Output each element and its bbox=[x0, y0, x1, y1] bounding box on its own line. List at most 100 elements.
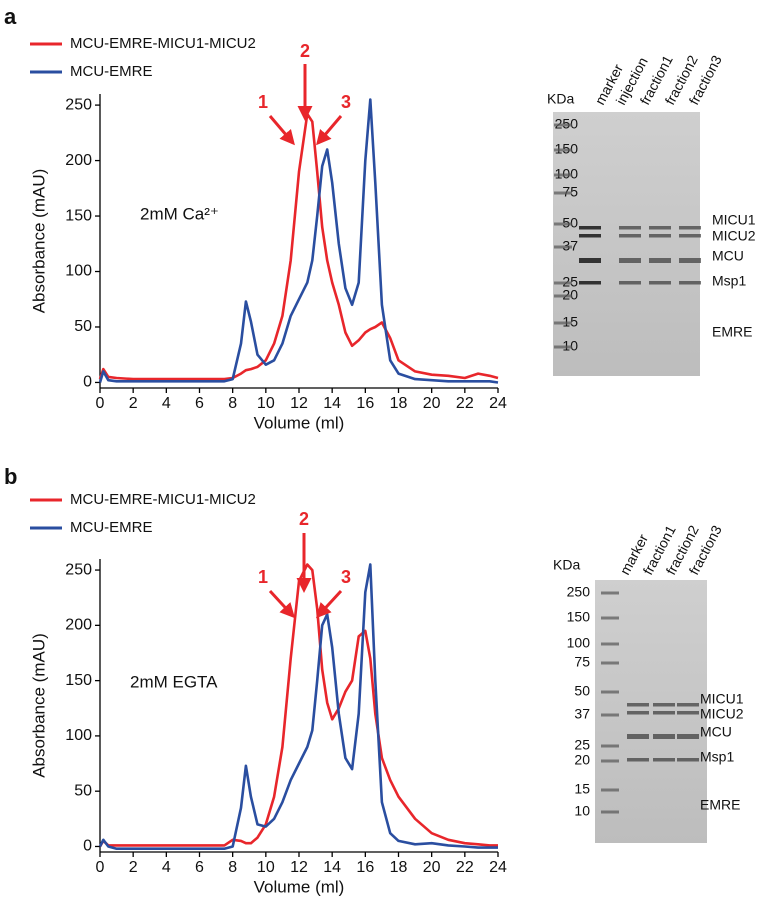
peak-arrow bbox=[268, 115, 295, 146]
peak-label: 1 bbox=[258, 567, 268, 587]
mw-label: 25 bbox=[574, 737, 590, 753]
marker-band bbox=[554, 123, 572, 127]
series-line bbox=[98, 563, 498, 848]
y-tick-label: 250 bbox=[65, 561, 92, 578]
band-label: Msp1 bbox=[712, 273, 746, 289]
x-tick-label: 6 bbox=[195, 395, 204, 412]
marker-band bbox=[601, 788, 619, 792]
series-line bbox=[98, 112, 499, 381]
band-label: MCU bbox=[700, 724, 732, 740]
y-tick-label: 0 bbox=[83, 374, 92, 391]
x-tick-label: 0 bbox=[96, 395, 105, 412]
peak-arrow bbox=[315, 589, 343, 619]
protein-band bbox=[649, 226, 671, 230]
x-tick-label: 18 bbox=[390, 859, 408, 876]
x-tick-label: 4 bbox=[162, 395, 171, 412]
unit-label: KDa bbox=[547, 91, 574, 107]
x-tick-label: 2 bbox=[129, 859, 138, 876]
marker-band bbox=[554, 321, 572, 325]
marker-band bbox=[601, 690, 619, 694]
condition-label: 2mM EGTA bbox=[130, 672, 218, 691]
protein-band bbox=[627, 711, 649, 715]
protein-band bbox=[579, 281, 601, 285]
protein-band bbox=[677, 703, 699, 707]
mw-label: 50 bbox=[574, 683, 590, 699]
mw-label: 10 bbox=[574, 803, 590, 819]
band-label: EMRE bbox=[700, 797, 740, 813]
x-tick-label: 24 bbox=[489, 395, 507, 412]
mw-label: 250 bbox=[567, 584, 591, 600]
x-tick-label: 4 bbox=[162, 859, 171, 876]
panel-label: b bbox=[4, 464, 17, 489]
x-tick-label: 16 bbox=[356, 395, 374, 412]
protein-band bbox=[627, 703, 649, 707]
gel-image bbox=[553, 112, 700, 376]
x-tick-label: 14 bbox=[323, 859, 341, 876]
protein-band bbox=[619, 226, 641, 230]
peak-arrow bbox=[268, 589, 296, 619]
y-tick-label: 150 bbox=[65, 207, 92, 224]
protein-band bbox=[627, 734, 649, 739]
y-tick-label: 100 bbox=[65, 727, 92, 744]
band-label: MICU2 bbox=[712, 228, 756, 244]
band-label: MICU1 bbox=[712, 212, 756, 228]
marker-band bbox=[554, 345, 572, 349]
y-axis-title: Absorbance (mAU) bbox=[29, 169, 48, 314]
legend-label: MCU-EMRE bbox=[70, 519, 153, 536]
band-label: MICU2 bbox=[700, 706, 744, 722]
x-tick-label: 20 bbox=[423, 859, 441, 876]
mw-label: 15 bbox=[574, 781, 590, 797]
marker-band bbox=[554, 191, 572, 195]
marker-band bbox=[601, 616, 619, 620]
mw-label: 20 bbox=[574, 752, 590, 768]
peak-arrow bbox=[316, 115, 343, 146]
y-tick-label: 200 bbox=[65, 617, 92, 634]
x-tick-label: 2 bbox=[129, 395, 138, 412]
y-axis-title: Absorbance (mAU) bbox=[29, 633, 48, 778]
marker-band bbox=[601, 661, 619, 665]
y-tick-label: 0 bbox=[83, 838, 92, 855]
x-tick-label: 14 bbox=[323, 395, 341, 412]
x-tick-label: 8 bbox=[228, 395, 237, 412]
x-tick-label: 24 bbox=[489, 859, 507, 876]
protein-band bbox=[653, 703, 675, 707]
x-tick-label: 12 bbox=[290, 859, 308, 876]
protein-band bbox=[677, 711, 699, 715]
unit-label: KDa bbox=[553, 557, 580, 573]
marker-band bbox=[554, 148, 572, 152]
protein-band bbox=[679, 226, 701, 230]
series-line bbox=[98, 98, 499, 384]
protein-band bbox=[677, 734, 699, 739]
y-tick-label: 50 bbox=[74, 782, 92, 799]
mw-label: 100 bbox=[567, 635, 591, 651]
panel-label: a bbox=[4, 4, 17, 29]
protein-band bbox=[653, 758, 675, 762]
peak-label: 3 bbox=[341, 567, 351, 587]
protein-band bbox=[619, 258, 641, 263]
marker-band bbox=[601, 810, 619, 814]
x-tick-label: 10 bbox=[257, 395, 275, 412]
mw-label: 75 bbox=[574, 654, 590, 670]
band-label: EMRE bbox=[712, 324, 752, 340]
protein-band bbox=[679, 281, 701, 285]
protein-band bbox=[679, 234, 701, 238]
protein-band bbox=[649, 281, 671, 285]
protein-band bbox=[649, 234, 671, 238]
x-axis-title: Volume (ml) bbox=[254, 413, 345, 432]
y-tick-label: 200 bbox=[65, 152, 92, 169]
x-tick-label: 10 bbox=[257, 859, 275, 876]
protein-band bbox=[579, 234, 601, 238]
x-tick-label: 6 bbox=[195, 859, 204, 876]
x-tick-label: 22 bbox=[456, 395, 474, 412]
protein-band bbox=[679, 258, 701, 263]
legend-label: MCU-EMRE bbox=[70, 63, 153, 80]
marker-band bbox=[554, 294, 572, 298]
y-tick-label: 50 bbox=[74, 318, 92, 335]
marker-band bbox=[601, 591, 619, 595]
peak-label: 2 bbox=[300, 41, 310, 61]
band-label: MICU1 bbox=[700, 691, 744, 707]
marker-band bbox=[554, 222, 572, 226]
condition-label: 2mM Ca²⁺ bbox=[140, 204, 219, 223]
y-tick-label: 250 bbox=[65, 96, 92, 113]
